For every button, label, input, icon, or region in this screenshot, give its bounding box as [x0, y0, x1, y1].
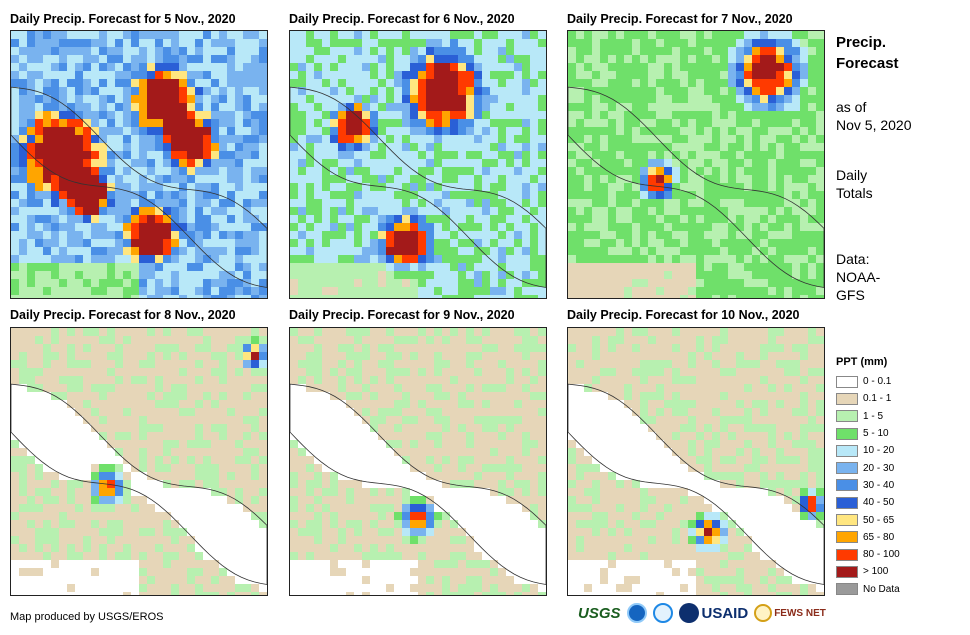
usaid-logo-text: USAID: [701, 604, 749, 622]
legend-swatch: [836, 565, 858, 578]
fews-logo-text: FEWS NET: [774, 607, 826, 619]
noaa-logo: [626, 601, 647, 625]
legend-swatch: [836, 444, 858, 457]
sidebar-heading: Precip. Forecast: [836, 32, 899, 74]
sidebar-totals-line1: Daily: [836, 167, 868, 183]
panel-title-nov7: Daily Precip. Forecast for 7 Nov., 2020: [567, 12, 793, 26]
legend-swatch: [836, 462, 858, 475]
legend-label: 50 - 65: [863, 514, 895, 526]
legend-item: 10 - 20: [836, 442, 900, 459]
legend-title: PPT (mm): [836, 356, 888, 368]
legend-label: No Data: [863, 583, 900, 595]
sidebar-asof-line1: as of: [836, 99, 867, 115]
logo-strip: USGS USAID FEWS NET: [578, 601, 832, 625]
sidebar-totals: Daily Totals: [836, 166, 873, 202]
sidebar-data-line2: NOAA-: [836, 269, 881, 285]
sidebar-asof-line2: Nov 5, 2020: [836, 117, 912, 133]
legend-label: 0.1 - 1: [863, 393, 892, 405]
legend: PPT (mm) 0 - 0.1 0.1 - 1 1 - 5 5 - 10 10 - 2…: [836, 356, 900, 598]
usaid-logo: USAID: [678, 601, 749, 625]
legend-label: 5 - 10: [863, 428, 889, 440]
sidebar-heading-line2: Forecast: [836, 55, 899, 72]
noaa-seal-icon: [626, 603, 647, 623]
precip-map-svg: [11, 328, 267, 595]
panel-title-nov10: Daily Precip. Forecast for 10 Nov., 2020: [567, 308, 800, 322]
map-nov8: [10, 327, 268, 596]
coastline-outline: [290, 86, 546, 288]
legend-swatch: [836, 427, 858, 440]
sidebar-data-line3: GFS: [836, 287, 865, 303]
fews-seal-icon: [754, 604, 773, 622]
legend-swatch: [836, 392, 858, 405]
map-nov7: [567, 30, 825, 299]
precip-map-svg: [568, 31, 824, 298]
legend-label: > 100: [863, 566, 889, 578]
legend-label: 20 - 30: [863, 462, 895, 474]
legend-label: 10 - 20: [863, 445, 895, 457]
nws-logo: [652, 601, 673, 625]
credit-text: Map produced by USGS/EROS: [10, 611, 164, 623]
coastline-outline: [568, 86, 824, 288]
usgs-logo: USGS: [578, 601, 621, 625]
precip-map-svg: [290, 328, 546, 595]
fews-net-logo: FEWS NET: [754, 601, 826, 625]
legend-item: 5 - 10: [836, 425, 900, 442]
legend-swatch: [836, 496, 858, 509]
map-nov6: [289, 30, 547, 299]
legend-label: 30 - 40: [863, 479, 895, 491]
legend-swatch: [836, 479, 858, 492]
legend-swatch: [836, 583, 858, 596]
coastline-outline: [568, 383, 824, 585]
sidebar-asof: as of Nov 5, 2020: [836, 98, 912, 134]
legend-label: 40 - 50: [863, 497, 895, 509]
precip-map-svg: [568, 328, 824, 595]
sidebar-data-source: Data: NOAA- GFS: [836, 250, 880, 304]
map-nov5: [10, 30, 268, 299]
coastline-outline: [11, 383, 267, 585]
legend-label: 80 - 100: [863, 549, 900, 561]
panel-title-nov8: Daily Precip. Forecast for 8 Nov., 2020: [10, 308, 236, 322]
legend-item: 30 - 40: [836, 477, 900, 494]
legend-swatch: [836, 531, 858, 544]
panel-title-nov9: Daily Precip. Forecast for 9 Nov., 2020: [289, 308, 515, 322]
usaid-seal-icon: [678, 603, 699, 623]
panel-title-nov5: Daily Precip. Forecast for 5 Nov., 2020: [10, 12, 236, 26]
legend-item: 1 - 5: [836, 408, 900, 425]
legend-item: 50 - 65: [836, 511, 900, 528]
legend-item: 0 - 0.1: [836, 373, 900, 390]
legend-item: 80 - 100: [836, 546, 900, 563]
precip-map-svg: [11, 31, 267, 298]
legend-swatch: [836, 375, 858, 388]
map-nov9: [289, 327, 547, 596]
usgs-logo-text: USGS: [578, 604, 621, 622]
legend-rows: 0 - 0.1 0.1 - 1 1 - 5 5 - 10 10 - 20 20 - 30 3…: [836, 373, 900, 598]
legend-swatch: [836, 514, 858, 527]
legend-label: 65 - 80: [863, 531, 895, 543]
legend-item: > 100: [836, 563, 900, 580]
panel-title-nov6: Daily Precip. Forecast for 6 Nov., 2020: [289, 12, 515, 26]
legend-swatch: [836, 410, 858, 423]
coastline-outline: [11, 86, 267, 288]
legend-item: 40 - 50: [836, 494, 900, 511]
map-nov10: [567, 327, 825, 596]
sidebar-data-line1: Data:: [836, 251, 870, 267]
sidebar-heading-line1: Precip.: [836, 34, 887, 51]
legend-label: 0 - 0.1: [863, 376, 892, 388]
nws-seal-icon: [652, 603, 673, 623]
precip-map-svg: [290, 31, 546, 298]
legend-swatch: [836, 548, 858, 561]
legend-item: 0.1 - 1: [836, 390, 900, 407]
legend-item: No Data: [836, 581, 900, 598]
legend-item: 20 - 30: [836, 459, 900, 476]
coastline-outline: [290, 383, 546, 585]
legend-item: 65 - 80: [836, 529, 900, 546]
sidebar-totals-line2: Totals: [836, 185, 873, 201]
legend-label: 1 - 5: [863, 410, 884, 422]
